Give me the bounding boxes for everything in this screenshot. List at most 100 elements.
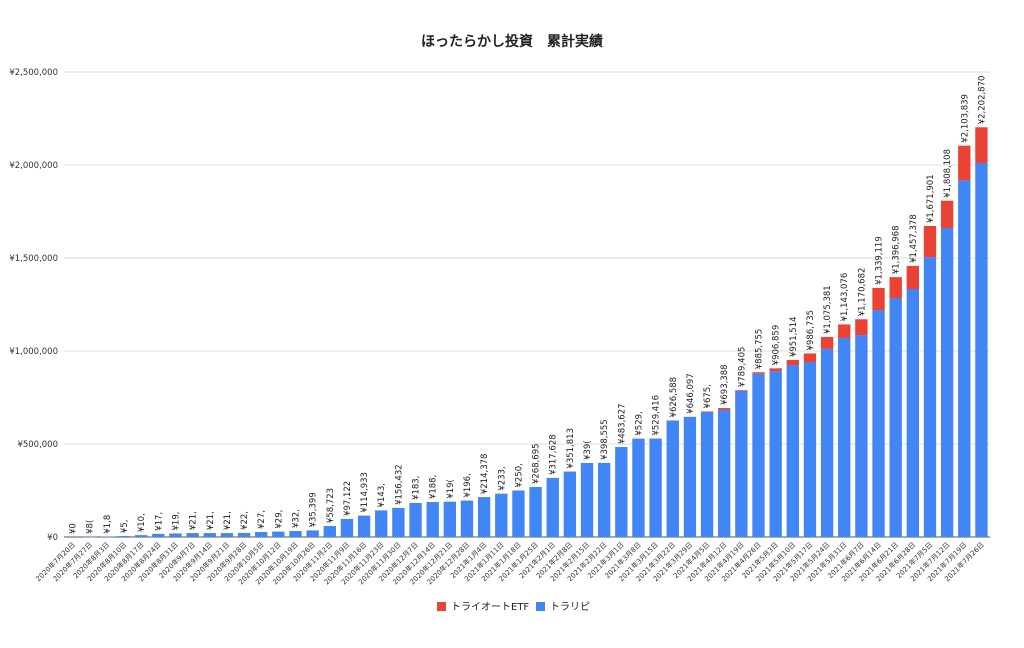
data-label: ¥188, bbox=[429, 475, 439, 499]
data-label: ¥1,8 bbox=[103, 515, 113, 534]
data-label: ¥97,122 bbox=[343, 481, 353, 516]
data-label: ¥143, bbox=[377, 483, 387, 507]
bar-traripi bbox=[958, 180, 971, 537]
bar-etf bbox=[958, 145, 971, 181]
bar-traripi bbox=[923, 257, 937, 537]
data-label: ¥233, bbox=[497, 466, 507, 490]
bar-traripi bbox=[426, 502, 439, 537]
bar-traripi bbox=[529, 487, 542, 537]
bar-etf bbox=[786, 360, 799, 366]
y-tick-label: ¥1,500,000 bbox=[9, 254, 58, 264]
bar-traripi bbox=[323, 526, 336, 537]
bar-traripi bbox=[855, 335, 868, 537]
data-label: ¥1,671,901 bbox=[926, 174, 936, 223]
y-tick-label: ¥2,500,000 bbox=[9, 68, 58, 78]
y-tick-label: ¥1,000,000 bbox=[9, 347, 58, 357]
legend-label-traripi: トラリピ bbox=[550, 601, 590, 613]
bar-traripi bbox=[940, 228, 954, 537]
data-label: ¥789,405 bbox=[737, 347, 747, 388]
bar-etf bbox=[889, 277, 902, 298]
data-label: ¥1,075,381 bbox=[823, 285, 833, 334]
bar-etf bbox=[923, 226, 937, 258]
data-label: ¥58,723 bbox=[326, 488, 336, 523]
bar-traripi bbox=[289, 531, 302, 537]
y-tick-label: ¥0 bbox=[47, 533, 58, 543]
legend-swatch-etf bbox=[437, 602, 446, 611]
data-label: ¥626,588 bbox=[669, 377, 679, 418]
bar-etf bbox=[718, 408, 731, 410]
bar-traripi bbox=[546, 477, 559, 537]
y-tick-label: ¥500,000 bbox=[17, 440, 58, 450]
bar-traripi bbox=[117, 536, 131, 537]
y-tick-label: ¥2,000,000 bbox=[9, 161, 58, 171]
data-label: ¥1,143,076 bbox=[840, 273, 850, 322]
bar-traripi bbox=[443, 501, 457, 537]
bar-traripi bbox=[718, 409, 731, 537]
data-label: ¥351,813 bbox=[566, 428, 576, 469]
bar-traripi bbox=[683, 416, 697, 537]
data-label: ¥1,808,108 bbox=[943, 149, 953, 198]
data-label: ¥646,097 bbox=[686, 373, 696, 414]
data-label: ¥2,202,870 bbox=[977, 76, 987, 125]
bar-etf bbox=[820, 336, 834, 349]
data-label: ¥2,103,839 bbox=[960, 94, 970, 143]
data-label: ¥250, bbox=[514, 463, 524, 487]
bar-etf bbox=[838, 324, 851, 338]
data-label: ¥1,396,968 bbox=[892, 225, 902, 274]
bar-etf bbox=[855, 319, 868, 336]
bar-traripi bbox=[220, 533, 234, 537]
bar-traripi bbox=[477, 497, 491, 537]
bar-traripi bbox=[152, 533, 165, 537]
data-label: ¥951,514 bbox=[789, 316, 799, 357]
data-label: ¥5, bbox=[120, 520, 130, 534]
bar-traripi bbox=[786, 365, 799, 537]
data-label: ¥156,432 bbox=[394, 464, 404, 505]
bar-etf bbox=[940, 200, 954, 229]
legend: トライオートETF トラリピ bbox=[437, 601, 590, 613]
bar-etf bbox=[872, 287, 885, 311]
bar-traripi bbox=[632, 438, 645, 537]
data-label: ¥19, bbox=[171, 512, 181, 531]
data-label: ¥19( bbox=[446, 479, 456, 499]
bar-traripi bbox=[340, 518, 354, 537]
bar-traripi bbox=[666, 420, 679, 537]
data-label: ¥317,628 bbox=[549, 434, 559, 475]
bar-traripi bbox=[134, 535, 148, 537]
data-label: ¥0 bbox=[69, 523, 79, 534]
data-label: ¥32, bbox=[292, 509, 302, 528]
data-label: ¥693,388 bbox=[720, 364, 730, 405]
bar-etf bbox=[769, 368, 782, 372]
data-label: ¥21, bbox=[223, 511, 233, 530]
bar-traripi bbox=[169, 533, 182, 537]
bar-etf bbox=[975, 127, 988, 163]
data-label: ¥268,695 bbox=[532, 443, 542, 484]
data-label: ¥10, bbox=[137, 513, 147, 532]
chart-title: ほったらかし投資 累計実績 bbox=[421, 33, 603, 50]
bar-traripi bbox=[803, 362, 817, 537]
data-label: ¥21, bbox=[189, 511, 199, 530]
bar-etf bbox=[735, 390, 748, 391]
bar-traripi bbox=[460, 500, 474, 537]
bar-etf bbox=[803, 353, 817, 363]
bar-traripi bbox=[906, 288, 920, 537]
data-label: ¥398,555 bbox=[600, 419, 610, 460]
data-label: ¥1,457,378 bbox=[909, 214, 919, 263]
data-label: ¥986,735 bbox=[806, 310, 816, 351]
data-label: ¥21, bbox=[206, 511, 216, 530]
bar-traripi bbox=[975, 162, 988, 537]
data-label: ¥27, bbox=[257, 510, 267, 529]
bar-traripi bbox=[409, 502, 422, 537]
bar-traripi bbox=[597, 462, 611, 537]
bar-traripi bbox=[820, 348, 834, 537]
bar-traripi bbox=[615, 447, 628, 537]
bar-traripi bbox=[735, 390, 748, 537]
bar-traripi bbox=[838, 337, 851, 537]
bar-traripi bbox=[272, 531, 285, 537]
bar-traripi bbox=[752, 373, 765, 537]
bar-traripi bbox=[100, 536, 114, 538]
bar-traripi bbox=[83, 536, 96, 538]
data-label: ¥885,755 bbox=[755, 329, 765, 370]
bar-traripi bbox=[186, 533, 199, 537]
bar-traripi bbox=[255, 531, 268, 537]
